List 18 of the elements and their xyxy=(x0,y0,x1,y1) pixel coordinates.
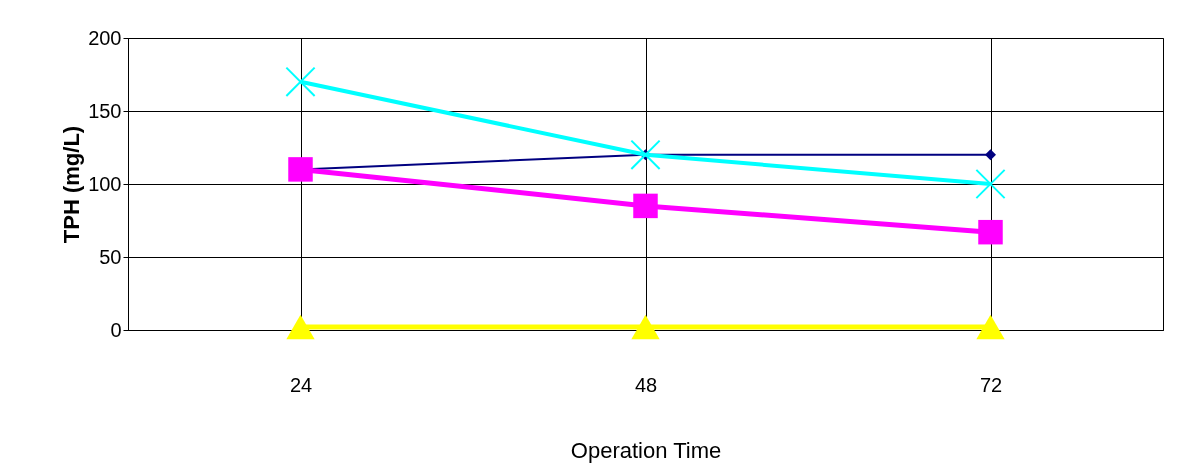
y-tick-label: 50 xyxy=(99,245,122,268)
x-axis-title: Operation Time xyxy=(570,437,722,463)
x-tick-label: 48 xyxy=(634,373,658,396)
x-tick-label: 72 xyxy=(979,373,1003,396)
point xyxy=(633,193,658,219)
point xyxy=(285,66,316,97)
point xyxy=(631,314,660,340)
y-tick-label: 100 xyxy=(88,172,122,195)
y-tick-label: 200 xyxy=(88,26,122,49)
point xyxy=(978,219,1003,245)
point xyxy=(975,168,1006,200)
point xyxy=(286,314,315,340)
point xyxy=(976,314,1005,340)
y-tick-label: 150 xyxy=(88,99,122,122)
point xyxy=(288,157,313,182)
y-axis-title: TPH (mg/L) xyxy=(59,125,85,244)
x-tick-label: 24 xyxy=(289,373,313,396)
y-tick-label: 0 xyxy=(110,318,122,341)
